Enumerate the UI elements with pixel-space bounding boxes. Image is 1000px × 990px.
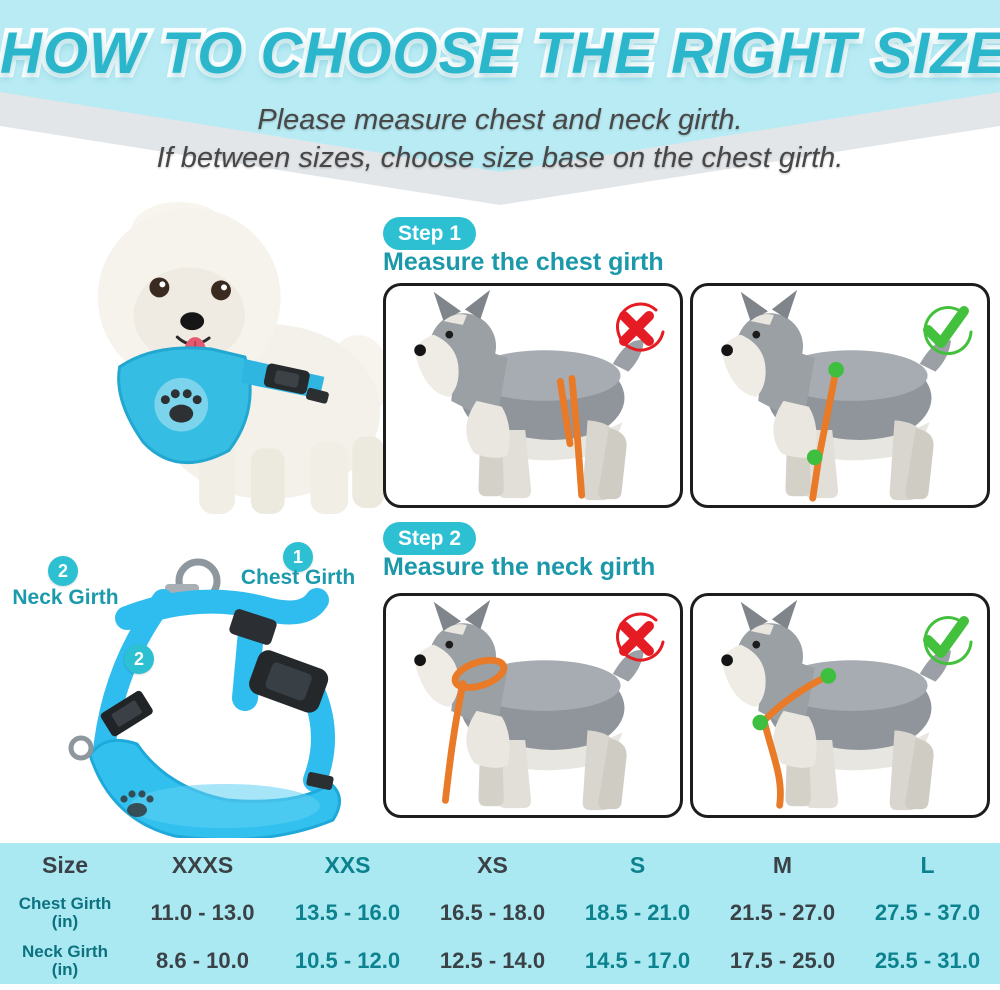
neck-girth-value: 17.5 - 25.0 — [729, 948, 836, 973]
chest-girth-value: 11.0 - 13.0 — [150, 899, 255, 925]
chest-girth-number-badge: 1 — [283, 542, 313, 572]
column-header-m: M — [772, 851, 793, 878]
column-header-xs: XS — [477, 851, 508, 878]
subtitle: Please measure chest and neck girth. If … — [0, 101, 1000, 177]
step2-heading: Measure the neck girth — [383, 553, 656, 581]
step1-right-photo — [690, 283, 990, 508]
subtitle-line-2: If between sizes, choose size base on th… — [156, 142, 844, 174]
row-label-unit: (in) — [51, 911, 79, 931]
harness-diagram-photo — [15, 548, 380, 842]
row-label-chest-girth: Chest Girth (in) — [0, 893, 130, 931]
chest-girth-value: 27.5 - 37.0 — [874, 899, 981, 925]
harness-buckle — [263, 363, 310, 395]
size-table: Size XXXS XXS XS S M L Chest Girth (in) … — [0, 843, 1000, 984]
step2-right-photo — [690, 593, 990, 818]
column-header-xxxs: XXXS — [171, 851, 234, 878]
column-header-l: L — [920, 851, 935, 878]
row-label-neck-girth: Neck Girth (in) — [0, 943, 130, 979]
column-header-xxs: XXS — [324, 851, 371, 878]
neck-girth-value: 8.6 - 10.0 — [156, 948, 249, 973]
step1-heading: Measure the chest girth — [383, 248, 664, 276]
page-title: HOW TO CHOOSE THE RIGHT SIZE — [0, 17, 1000, 91]
neck-girth-number-badge: 2 — [48, 556, 78, 586]
neck-girth-value: 25.5 - 31.0 — [874, 948, 981, 973]
paw-print-icon — [120, 790, 154, 817]
chest-girth-value: 21.5 - 27.0 — [729, 899, 836, 925]
row-label-text: Neck Girth — [22, 942, 108, 961]
schnauzer-chest-wrong-illustration — [386, 286, 680, 505]
step2-wrong-photo — [383, 593, 683, 818]
step1-badge: Step 1 — [383, 217, 477, 250]
neck-girth-value: 12.5 - 14.0 — [439, 948, 546, 973]
green-check-icon — [911, 606, 975, 670]
paw-print-icon — [160, 389, 202, 423]
strap-adjuster — [100, 690, 153, 737]
neck-girth-value: 14.5 - 17.0 — [584, 948, 691, 973]
green-check-icon — [911, 296, 975, 360]
chest-girth-value: 18.5 - 21.0 — [584, 899, 691, 925]
column-header-s: S — [629, 851, 646, 878]
schnauzer-neck-wrong-illustration — [386, 596, 680, 815]
harness-illustration — [68, 558, 341, 842]
neck-girth-label: Neck Girth — [12, 586, 119, 609]
step2-badge: Step 2 — [383, 522, 477, 555]
side-release-buckle — [249, 650, 329, 713]
row-label-text: Chest Girth — [18, 893, 112, 913]
chest-girth-value: 13.5 - 16.0 — [294, 899, 401, 925]
neck-girth-value: 10.5 - 12.0 — [294, 948, 401, 973]
row-label-unit: (in) — [51, 960, 79, 979]
schnauzer-chest-right-illustration — [693, 286, 987, 502]
red-x-icon — [604, 606, 668, 670]
red-x-icon — [604, 296, 668, 360]
subtitle-line-1: Please measure chest and neck girth. — [257, 104, 743, 136]
column-header-size: Size — [41, 851, 89, 878]
step1-wrong-photo — [383, 283, 683, 508]
hero-dog-photo — [58, 188, 390, 516]
strap-number-badge: 2 — [124, 644, 154, 674]
chest-girth-value: 16.5 - 18.0 — [439, 899, 546, 925]
schnauzer-neck-right-illustration — [693, 596, 987, 815]
chest-girth-label: Chest Girth — [240, 566, 356, 589]
maltese-dog-illustration — [97, 201, 390, 515]
